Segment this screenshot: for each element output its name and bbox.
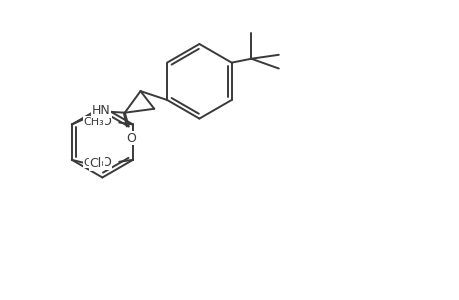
Text: O: O — [125, 132, 135, 145]
Text: Cl: Cl — [89, 157, 101, 170]
Text: O: O — [101, 156, 111, 169]
Text: CH₃: CH₃ — [83, 158, 104, 168]
Text: CH₃: CH₃ — [83, 116, 104, 127]
Text: O: O — [101, 115, 111, 128]
Text: HN: HN — [92, 104, 110, 117]
